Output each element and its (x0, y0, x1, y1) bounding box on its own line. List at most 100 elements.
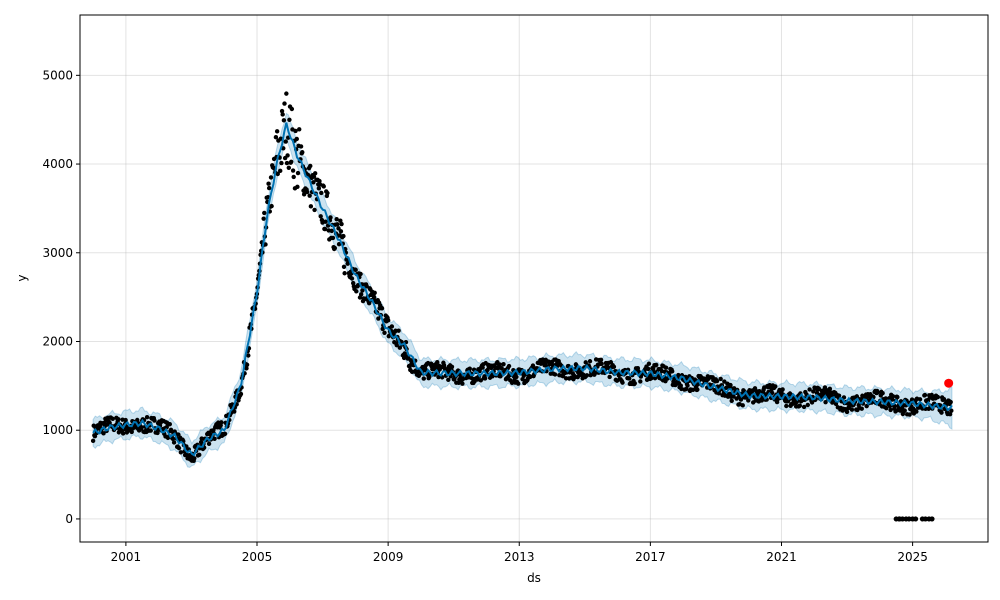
observed-point (263, 242, 268, 247)
observed-point (316, 186, 322, 191)
observed-point (685, 383, 690, 388)
observed-point (895, 394, 900, 400)
observed-point (291, 174, 296, 180)
x-axis: 2001 2005 2009 2013 2017 2021 2025 (111, 542, 928, 564)
observed-point (638, 379, 643, 384)
observed-point (339, 221, 344, 227)
observed-point (728, 382, 733, 388)
observed-point (349, 276, 355, 281)
observed-point (949, 408, 954, 413)
observed-point (307, 193, 312, 198)
observed-point (948, 399, 953, 405)
observed-point (506, 363, 512, 369)
observed-point (366, 301, 372, 306)
observed-point (311, 174, 317, 179)
x-tick-label: 2001 (111, 550, 142, 564)
observed-point (385, 318, 391, 323)
observed-point (888, 407, 893, 413)
observed-point (325, 190, 330, 196)
observed-point (279, 108, 285, 114)
observed-point (389, 324, 395, 329)
observed-point (261, 216, 266, 221)
observed-point (714, 378, 720, 384)
observed-point (499, 365, 504, 371)
observed-point (342, 271, 347, 276)
observed-point (396, 328, 401, 333)
observed-point (811, 389, 816, 394)
observed-point (607, 374, 612, 380)
observed-point (627, 376, 632, 381)
observed-point (460, 381, 465, 386)
observed-point (598, 357, 604, 363)
observed-point (266, 181, 271, 186)
observed-point (334, 217, 339, 222)
observed-point (427, 374, 432, 380)
observed-point (232, 409, 237, 414)
observed-point (620, 380, 625, 385)
observed-point (300, 150, 305, 155)
x-tick-label: 2021 (766, 550, 797, 564)
highlight-point (944, 378, 954, 388)
observed-point (297, 127, 302, 132)
y-tick-label: 4000 (42, 157, 73, 171)
observed-point (939, 410, 944, 415)
observed-point (421, 376, 426, 381)
y-axis-label: y (15, 274, 29, 281)
observed-point (684, 386, 689, 392)
observed-point (935, 394, 941, 400)
observed-point (358, 271, 363, 277)
observed-point (907, 412, 912, 417)
observed-point (801, 404, 807, 410)
observed-point (338, 229, 344, 234)
observed-point (178, 450, 184, 455)
observed-point (155, 430, 160, 436)
observed-point (197, 452, 202, 458)
observed-point (646, 361, 652, 366)
observed-point (152, 418, 157, 423)
observed-point (269, 203, 274, 209)
plot-area-frame (79, 14, 989, 543)
observed-point (275, 171, 280, 177)
observed-point (341, 264, 347, 270)
outlier-point (906, 516, 912, 522)
observed-point (238, 391, 244, 397)
y-tick-label: 0 (65, 512, 73, 526)
observed-point (690, 387, 696, 392)
observed-point (206, 441, 212, 447)
observed-point (646, 366, 651, 372)
observed-point (287, 117, 292, 123)
observed-point (328, 215, 333, 220)
observed-point (947, 411, 953, 417)
observed-point (168, 427, 174, 432)
x-tick-label: 2009 (373, 550, 404, 564)
observed-point (805, 402, 810, 408)
observed-point (833, 401, 839, 407)
observed-point (244, 362, 250, 367)
observed-point (120, 431, 126, 436)
observed-point (875, 390, 880, 395)
observed-point (222, 431, 228, 436)
observed-point (650, 366, 656, 372)
observed-point (740, 403, 745, 408)
observed-point (90, 438, 96, 444)
observed-point (289, 159, 294, 164)
observed-point (809, 400, 815, 405)
observed-point (718, 376, 723, 382)
observed-point (322, 226, 328, 232)
observed-point (212, 436, 217, 442)
observed-point (827, 386, 833, 392)
observed-point (497, 362, 503, 367)
observed-point (284, 91, 289, 96)
observed-point (290, 168, 296, 173)
outlier-point (922, 516, 929, 522)
observed-point (552, 372, 558, 377)
observed-point (816, 386, 822, 391)
y-tick-label: 2000 (42, 334, 73, 348)
observed-point (298, 144, 304, 149)
observed-point (219, 420, 224, 425)
observed-point (467, 366, 472, 371)
x-tick-label: 2025 (897, 550, 928, 564)
observed-point (92, 433, 98, 439)
observed-point (268, 175, 274, 180)
observed-point (308, 163, 313, 169)
